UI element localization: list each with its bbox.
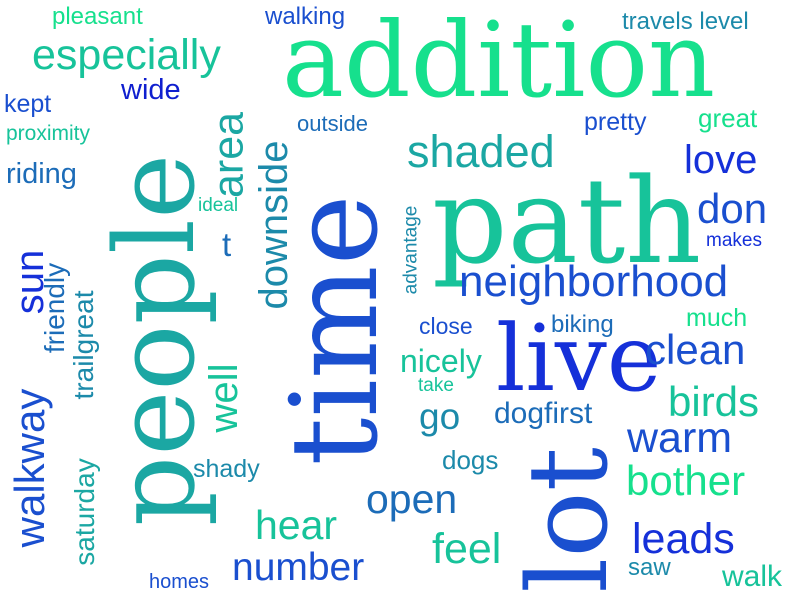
word-number: number (232, 546, 365, 589)
word-clean: clean (645, 326, 746, 373)
word-people: people (91, 153, 219, 527)
word-walk: walk (722, 560, 783, 593)
word-bother: bother (626, 457, 746, 504)
word-shady: shady (193, 455, 260, 483)
word-proximity: proximity (6, 122, 91, 145)
word-pleasant: pleasant (52, 3, 143, 30)
word-makes: makes (706, 230, 762, 251)
word-birds: birds (668, 378, 760, 425)
word-trailgreat: trailgreat (68, 290, 99, 400)
word-time: time (266, 194, 405, 466)
word-biking: biking (551, 311, 614, 338)
word-well: well (202, 363, 246, 433)
word-shaded: shaded (407, 126, 555, 177)
word-don: don (697, 185, 768, 232)
word-nicely: nicely (400, 343, 482, 379)
word-homes: homes (149, 571, 210, 593)
word-saturday: saturday (69, 458, 100, 566)
word-travels-level: travels level (622, 8, 749, 35)
word-feel: feel (432, 525, 502, 573)
word-open: open (366, 476, 458, 522)
word-pretty: pretty (584, 108, 647, 136)
word-riding: riding (6, 158, 77, 190)
word-friendly: friendly (39, 262, 70, 354)
word-walkway: walkway (6, 388, 53, 548)
word-kept: kept (4, 90, 52, 118)
word-warm: warm (627, 414, 733, 462)
word-take: take (418, 375, 454, 396)
word-addition: addition (282, 0, 716, 121)
word-great: great (698, 103, 758, 133)
word-advantage: advantage (400, 205, 422, 295)
word-outside: outside (297, 111, 368, 136)
word-live: live (496, 305, 662, 412)
word-neighborhood: neighborhood (459, 257, 729, 306)
word-path: path (432, 152, 702, 290)
word-much: much (686, 304, 748, 332)
word-dogfirst: dogfirst (494, 397, 593, 430)
word-t: t (222, 226, 232, 263)
word-leads: leads (632, 515, 735, 563)
word-dogs: dogs (442, 445, 499, 475)
word-wide: wide (121, 74, 181, 106)
word-hear: hear (255, 502, 338, 548)
word-lot: lot (504, 447, 632, 593)
word-walking: walking (265, 3, 346, 30)
word-go: go (419, 396, 461, 437)
word-love: love (684, 138, 758, 182)
word-especially: especially (32, 31, 221, 79)
word-close: close (419, 313, 473, 339)
word-ideal: ideal (198, 195, 239, 216)
word-saw: saw (628, 554, 671, 581)
